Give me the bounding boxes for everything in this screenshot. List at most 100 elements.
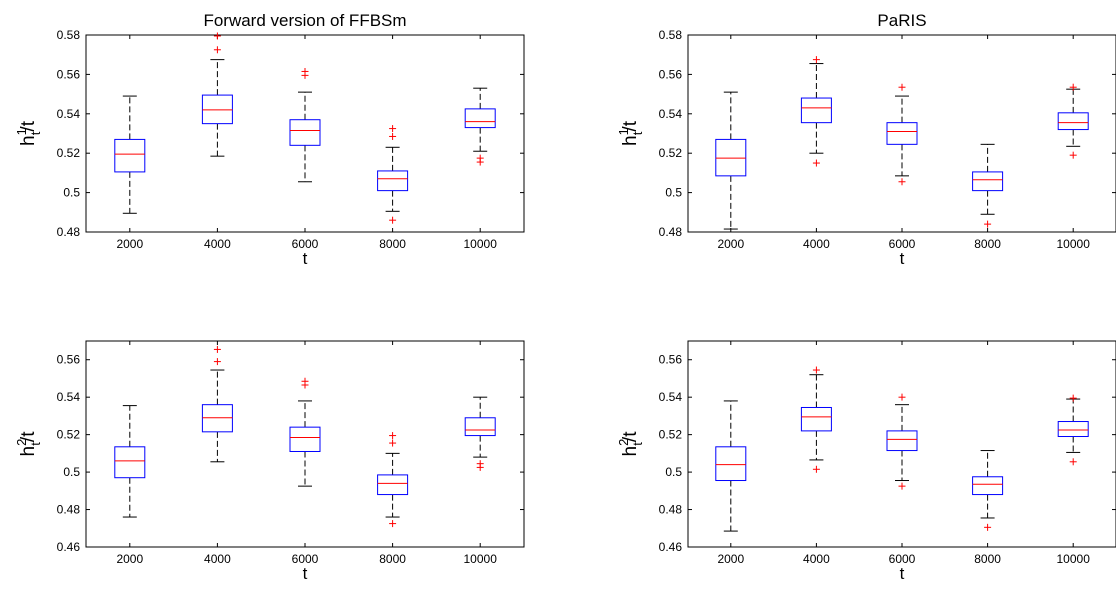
y-axis-title-sub: t	[28, 442, 43, 446]
y-axis-title-sup: 1	[14, 128, 29, 135]
box-iqr	[800, 406, 832, 432]
box-2000	[715, 91, 747, 230]
outlier-marker	[1069, 458, 1077, 466]
y-tick-label: 0.54	[659, 390, 683, 404]
y-axis-title-base: h	[620, 446, 641, 457]
y-axis-title: h1t/t	[616, 120, 645, 146]
y-tick-label: 0.5	[665, 186, 682, 200]
outlier-marker	[812, 366, 820, 374]
outlier-marker	[984, 523, 992, 531]
y-tick-label: 0.46	[57, 540, 81, 554]
plot-frame	[687, 340, 1116, 548]
x-tick-label: 4000	[803, 552, 830, 566]
box-2000	[114, 405, 146, 518]
y-axis-title-sub: t	[630, 131, 645, 135]
outlier-marker	[213, 358, 221, 366]
plot-frame	[85, 34, 525, 233]
x-tick-label: 8000	[379, 552, 406, 566]
y-tick-label: 0.56	[659, 67, 683, 81]
box-iqr	[800, 97, 832, 124]
y-tick-label: 0.54	[57, 390, 81, 404]
x-tick-label: 4000	[204, 552, 231, 566]
box-4000	[800, 366, 832, 473]
box-8000	[377, 432, 409, 528]
box-iqr	[377, 170, 409, 192]
y-tick-label: 0.5	[63, 186, 80, 200]
outlier-marker	[301, 377, 309, 385]
box-iqr	[972, 476, 1004, 496]
box-8000	[972, 450, 1004, 531]
outlier-marker	[984, 220, 992, 228]
outlier-marker	[213, 46, 221, 54]
chart-panel-1: 0.48 0.5 0.52 0.54 0.56 0.58 2000 4000 6000 8000 1…	[14, 11, 525, 268]
x-tick-label: 2000	[116, 237, 143, 251]
box-8000	[972, 143, 1004, 228]
y-tick-label: 0.52	[659, 146, 683, 160]
outlier-marker	[389, 439, 397, 447]
y-tick-label: 0.48	[57, 225, 81, 239]
box-8000	[377, 125, 409, 224]
box-iqr	[114, 138, 146, 173]
y-tick-label: 0.52	[659, 428, 683, 442]
y-tick-label: 0.56	[57, 67, 81, 81]
y-tick-label: 0.48	[659, 503, 683, 517]
y-tick-label: 0.48	[659, 225, 683, 239]
outlier-marker	[1069, 394, 1077, 402]
y-tick-label: 0.56	[57, 353, 81, 367]
outlier-marker	[476, 460, 484, 468]
x-tick-label: 10000	[464, 552, 498, 566]
box-iqr	[886, 122, 918, 145]
box-10000	[1057, 394, 1089, 466]
y-axis-title-tail: /t	[18, 431, 39, 442]
x-axis-title: t	[303, 249, 308, 268]
outlier-marker	[213, 32, 221, 40]
x-tick-label: 4000	[803, 237, 830, 251]
box-2000	[715, 400, 747, 532]
box-iqr	[114, 446, 146, 479]
box-iqr	[464, 108, 496, 129]
y-axis-title-sub: t	[630, 442, 645, 446]
outlier-marker	[812, 159, 820, 167]
y-axis-title-base: h	[620, 135, 641, 146]
plot-title: PaRIS	[877, 11, 926, 30]
y-axis-title-tail: /t	[620, 431, 641, 442]
x-tick-label: 10000	[1057, 237, 1091, 251]
x-tick-label: 10000	[464, 237, 498, 251]
y-tick-label: 0.48	[57, 503, 81, 517]
outlier-marker	[898, 83, 906, 91]
y-axis-title-base: h	[18, 446, 39, 457]
x-tick-label: 4000	[204, 237, 231, 251]
box-4000	[201, 32, 233, 157]
outlier-marker	[389, 432, 397, 440]
x-tick-label: 6000	[292, 552, 319, 566]
y-tick-label: 0.54	[57, 107, 81, 121]
box-10000	[464, 396, 496, 471]
box-4000	[201, 345, 233, 463]
outlier-marker	[812, 56, 820, 64]
x-axis-title: t	[900, 564, 905, 583]
outlier-marker	[213, 345, 221, 353]
y-tick-label: 0.5	[63, 465, 80, 479]
outlier-marker	[898, 482, 906, 490]
y-tick-label: 0.52	[57, 428, 81, 442]
outlier-marker	[1069, 151, 1077, 159]
y-tick-label: 0.58	[57, 28, 81, 42]
outlier-marker	[812, 465, 820, 473]
chart-panel-3: 0.46 0.48 0.5 0.52 0.54 0.56 2000 4000 6000 8000 1…	[14, 340, 525, 583]
y-axis-title-tail: /t	[18, 120, 39, 131]
y-axis-title-sup: 2	[616, 439, 631, 446]
box-6000	[289, 377, 321, 487]
y-tick-label: 0.5	[665, 465, 682, 479]
chart-panel-2: 0.48 0.5 0.52 0.54 0.56 0.58 2000 4000 6000 8000 1…	[616, 11, 1116, 268]
y-tick-label: 0.58	[659, 28, 683, 42]
x-tick-label: 8000	[379, 237, 406, 251]
x-tick-label: 8000	[974, 237, 1001, 251]
outlier-marker	[476, 154, 484, 162]
y-axis-title-sup: 1	[616, 128, 631, 135]
y-tick-label: 0.56	[659, 353, 683, 367]
x-tick-label: 8000	[974, 552, 1001, 566]
y-axis-title: h1t/t	[14, 120, 43, 146]
x-tick-label: 6000	[292, 237, 319, 251]
box-iqr	[464, 417, 496, 437]
